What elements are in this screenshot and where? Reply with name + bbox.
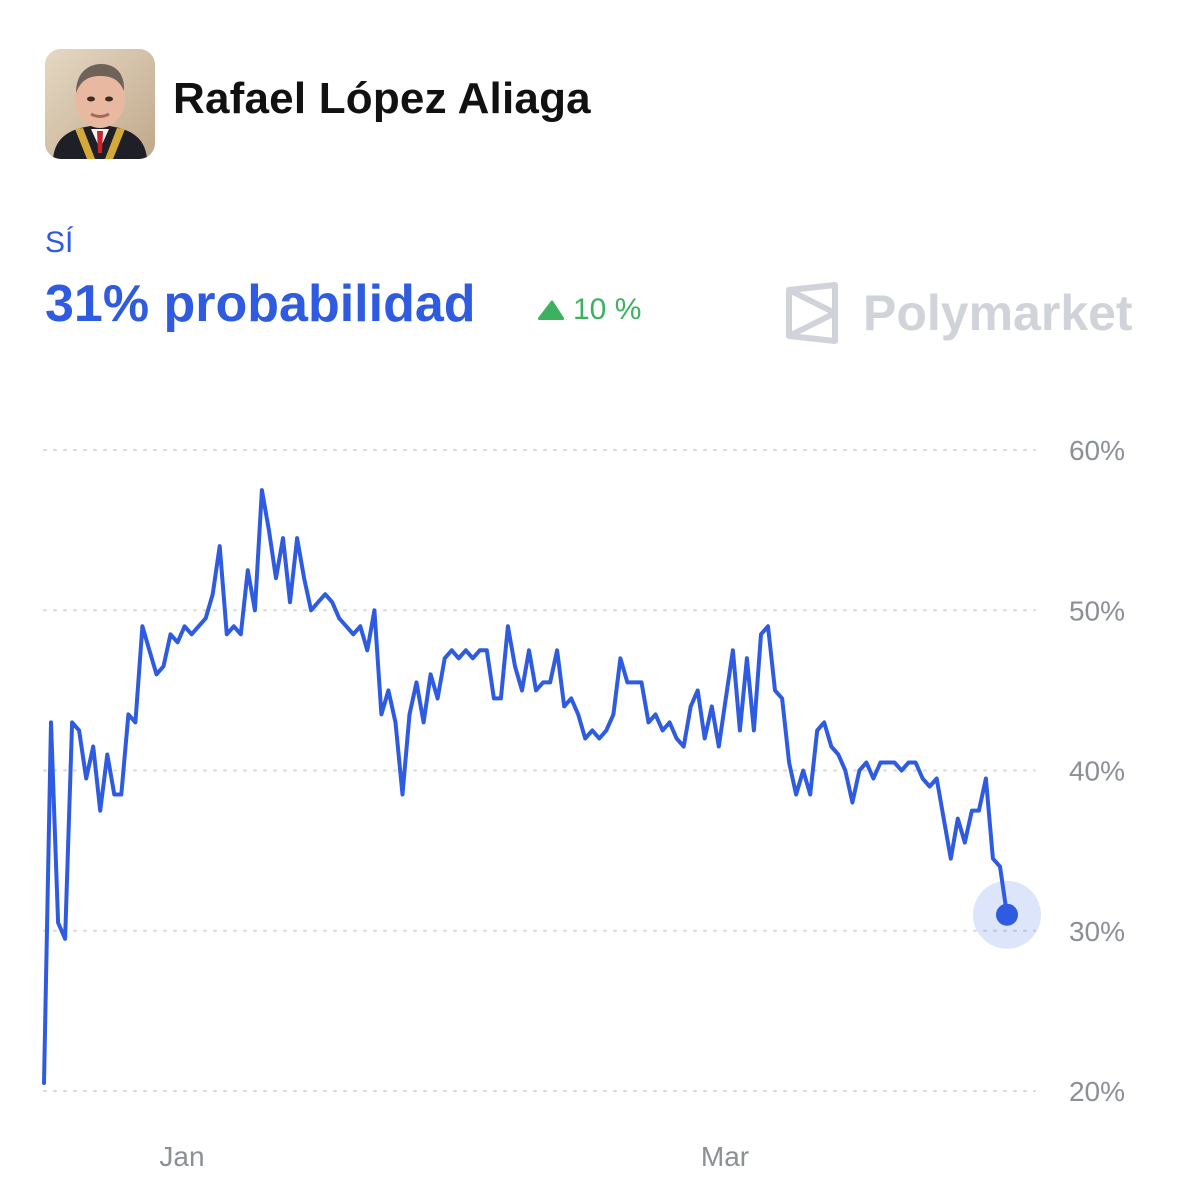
brand-name: Polymarket — [863, 285, 1133, 341]
probability-value: 31% probabilidad — [45, 275, 476, 333]
outcome-label: SÍ — [45, 226, 74, 259]
x-tick-label: Jan — [159, 1141, 204, 1172]
person-photo-icon — [45, 49, 155, 159]
y-tick-label: 60% — [1069, 435, 1125, 466]
x-tick-label: Mar — [701, 1141, 749, 1172]
candidate-name: Rafael López Aliaga — [173, 74, 591, 123]
y-tick-label: 50% — [1069, 595, 1125, 626]
polymarket-logo-icon — [786, 282, 838, 344]
candidate-avatar — [45, 49, 155, 159]
current-value-dot — [996, 903, 1018, 926]
y-tick-label: 20% — [1069, 1076, 1125, 1107]
triangle-up-icon — [537, 300, 565, 320]
y-tick-label: 30% — [1069, 916, 1125, 947]
probability-line — [42, 488, 1009, 1085]
change-indicator: 10 % — [537, 293, 641, 327]
change-value: 10 % — [573, 293, 642, 326]
y-tick-label: 40% — [1069, 756, 1125, 787]
brand-watermark: Polymarket — [783, 282, 1133, 344]
